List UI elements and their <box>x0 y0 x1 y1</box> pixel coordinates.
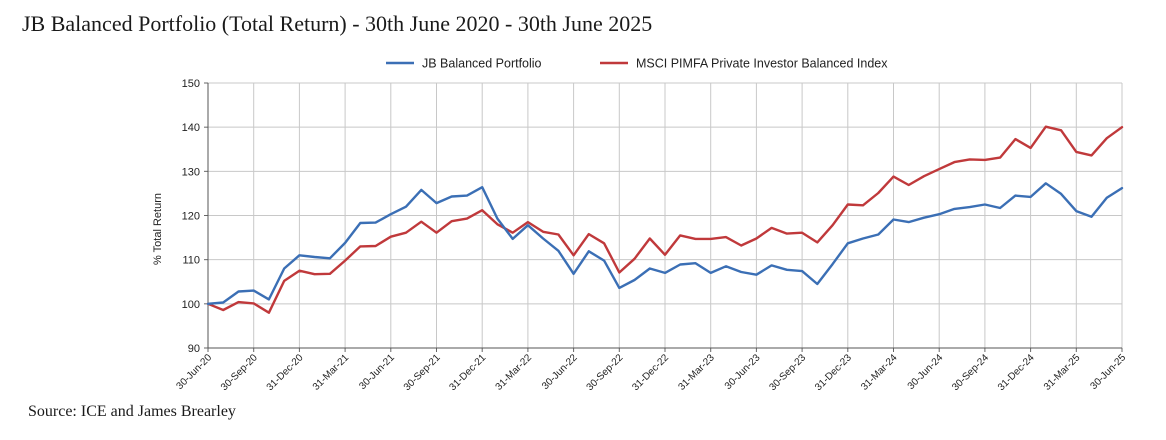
x-tick-label: 30-Jun-20 <box>175 352 215 392</box>
legend-label: JB Balanced Portfolio <box>422 57 542 71</box>
x-tick-label: 31-Mar-21 <box>311 352 352 393</box>
x-tick-label: 30-Sep-23 <box>767 352 808 393</box>
x-tick-label: 30-Sep-20 <box>219 352 260 393</box>
y-tick-label: 130 <box>182 166 200 178</box>
x-tick-label: 30-Jun-21 <box>357 352 397 392</box>
x-tick-label: 31-Mar-25 <box>1042 352 1083 393</box>
x-tick-label: 30-Sep-21 <box>402 352 443 393</box>
source-note: Source: ICE and James Brearley <box>28 403 236 420</box>
series-line-jb-balanced-portfolio <box>206 182 1124 305</box>
x-tick-label: 30-Jun-22 <box>540 352 580 392</box>
x-tick-label: 31-Mar-24 <box>859 352 900 393</box>
chart-title: JB Balanced Portfolio (Total Return) - 3… <box>22 11 653 36</box>
y-tick-label: 90 <box>188 343 200 355</box>
grid-layer <box>207 82 1123 349</box>
y-axis-label: % Total Return <box>152 193 164 265</box>
legend-label: MSCI PIMFA Private Investor Balanced Ind… <box>636 57 888 71</box>
legend: JB Balanced Portfolio MSCI PIMFA Private … <box>386 57 888 71</box>
y-tick-label: 120 <box>182 211 200 223</box>
y-tick-label: 100 <box>182 299 200 311</box>
x-tick-label: 31-Mar-22 <box>494 352 535 393</box>
x-tick-label: 30-Sep-22 <box>585 352 626 393</box>
series-layer <box>206 125 1124 314</box>
y-tick-label: 140 <box>182 122 200 134</box>
x-tick-label: 30-Jun-25 <box>1089 352 1129 392</box>
x-tick-label: 31-Dec-20 <box>265 352 306 393</box>
x-tick-label: 31-Dec-22 <box>630 352 671 393</box>
x-tick-label: 30-Sep-24 <box>950 352 991 393</box>
y-tick-label: 110 <box>182 255 200 267</box>
x-tick-label: 31-Dec-21 <box>448 352 489 393</box>
x-tick-label: 30-Jun-23 <box>723 352 763 392</box>
x-tick-label: 31-Dec-24 <box>996 352 1037 393</box>
y-tick-label: 150 <box>182 78 200 90</box>
series-line-msci-pimfa-private-investor-balanced-index <box>206 125 1124 314</box>
x-tick-label: 31-Dec-23 <box>813 352 854 393</box>
x-tick-label: 31-Mar-23 <box>676 352 717 393</box>
x-tick-label: 30-Jun-24 <box>906 352 946 392</box>
